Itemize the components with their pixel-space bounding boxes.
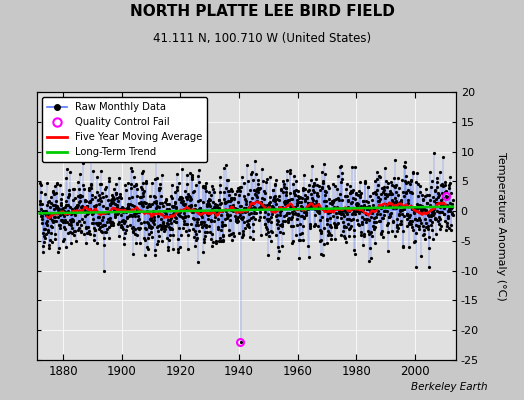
Text: NORTH PLATTE LEE BIRD FIELD: NORTH PLATTE LEE BIRD FIELD [129,4,395,19]
Text: 41.111 N, 100.710 W (United States): 41.111 N, 100.710 W (United States) [153,32,371,45]
Legend: Raw Monthly Data, Quality Control Fail, Five Year Moving Average, Long-Term Tren: Raw Monthly Data, Quality Control Fail, … [42,97,207,162]
Text: Berkeley Earth: Berkeley Earth [411,382,487,392]
Y-axis label: Temperature Anomaly (°C): Temperature Anomaly (°C) [496,152,506,300]
